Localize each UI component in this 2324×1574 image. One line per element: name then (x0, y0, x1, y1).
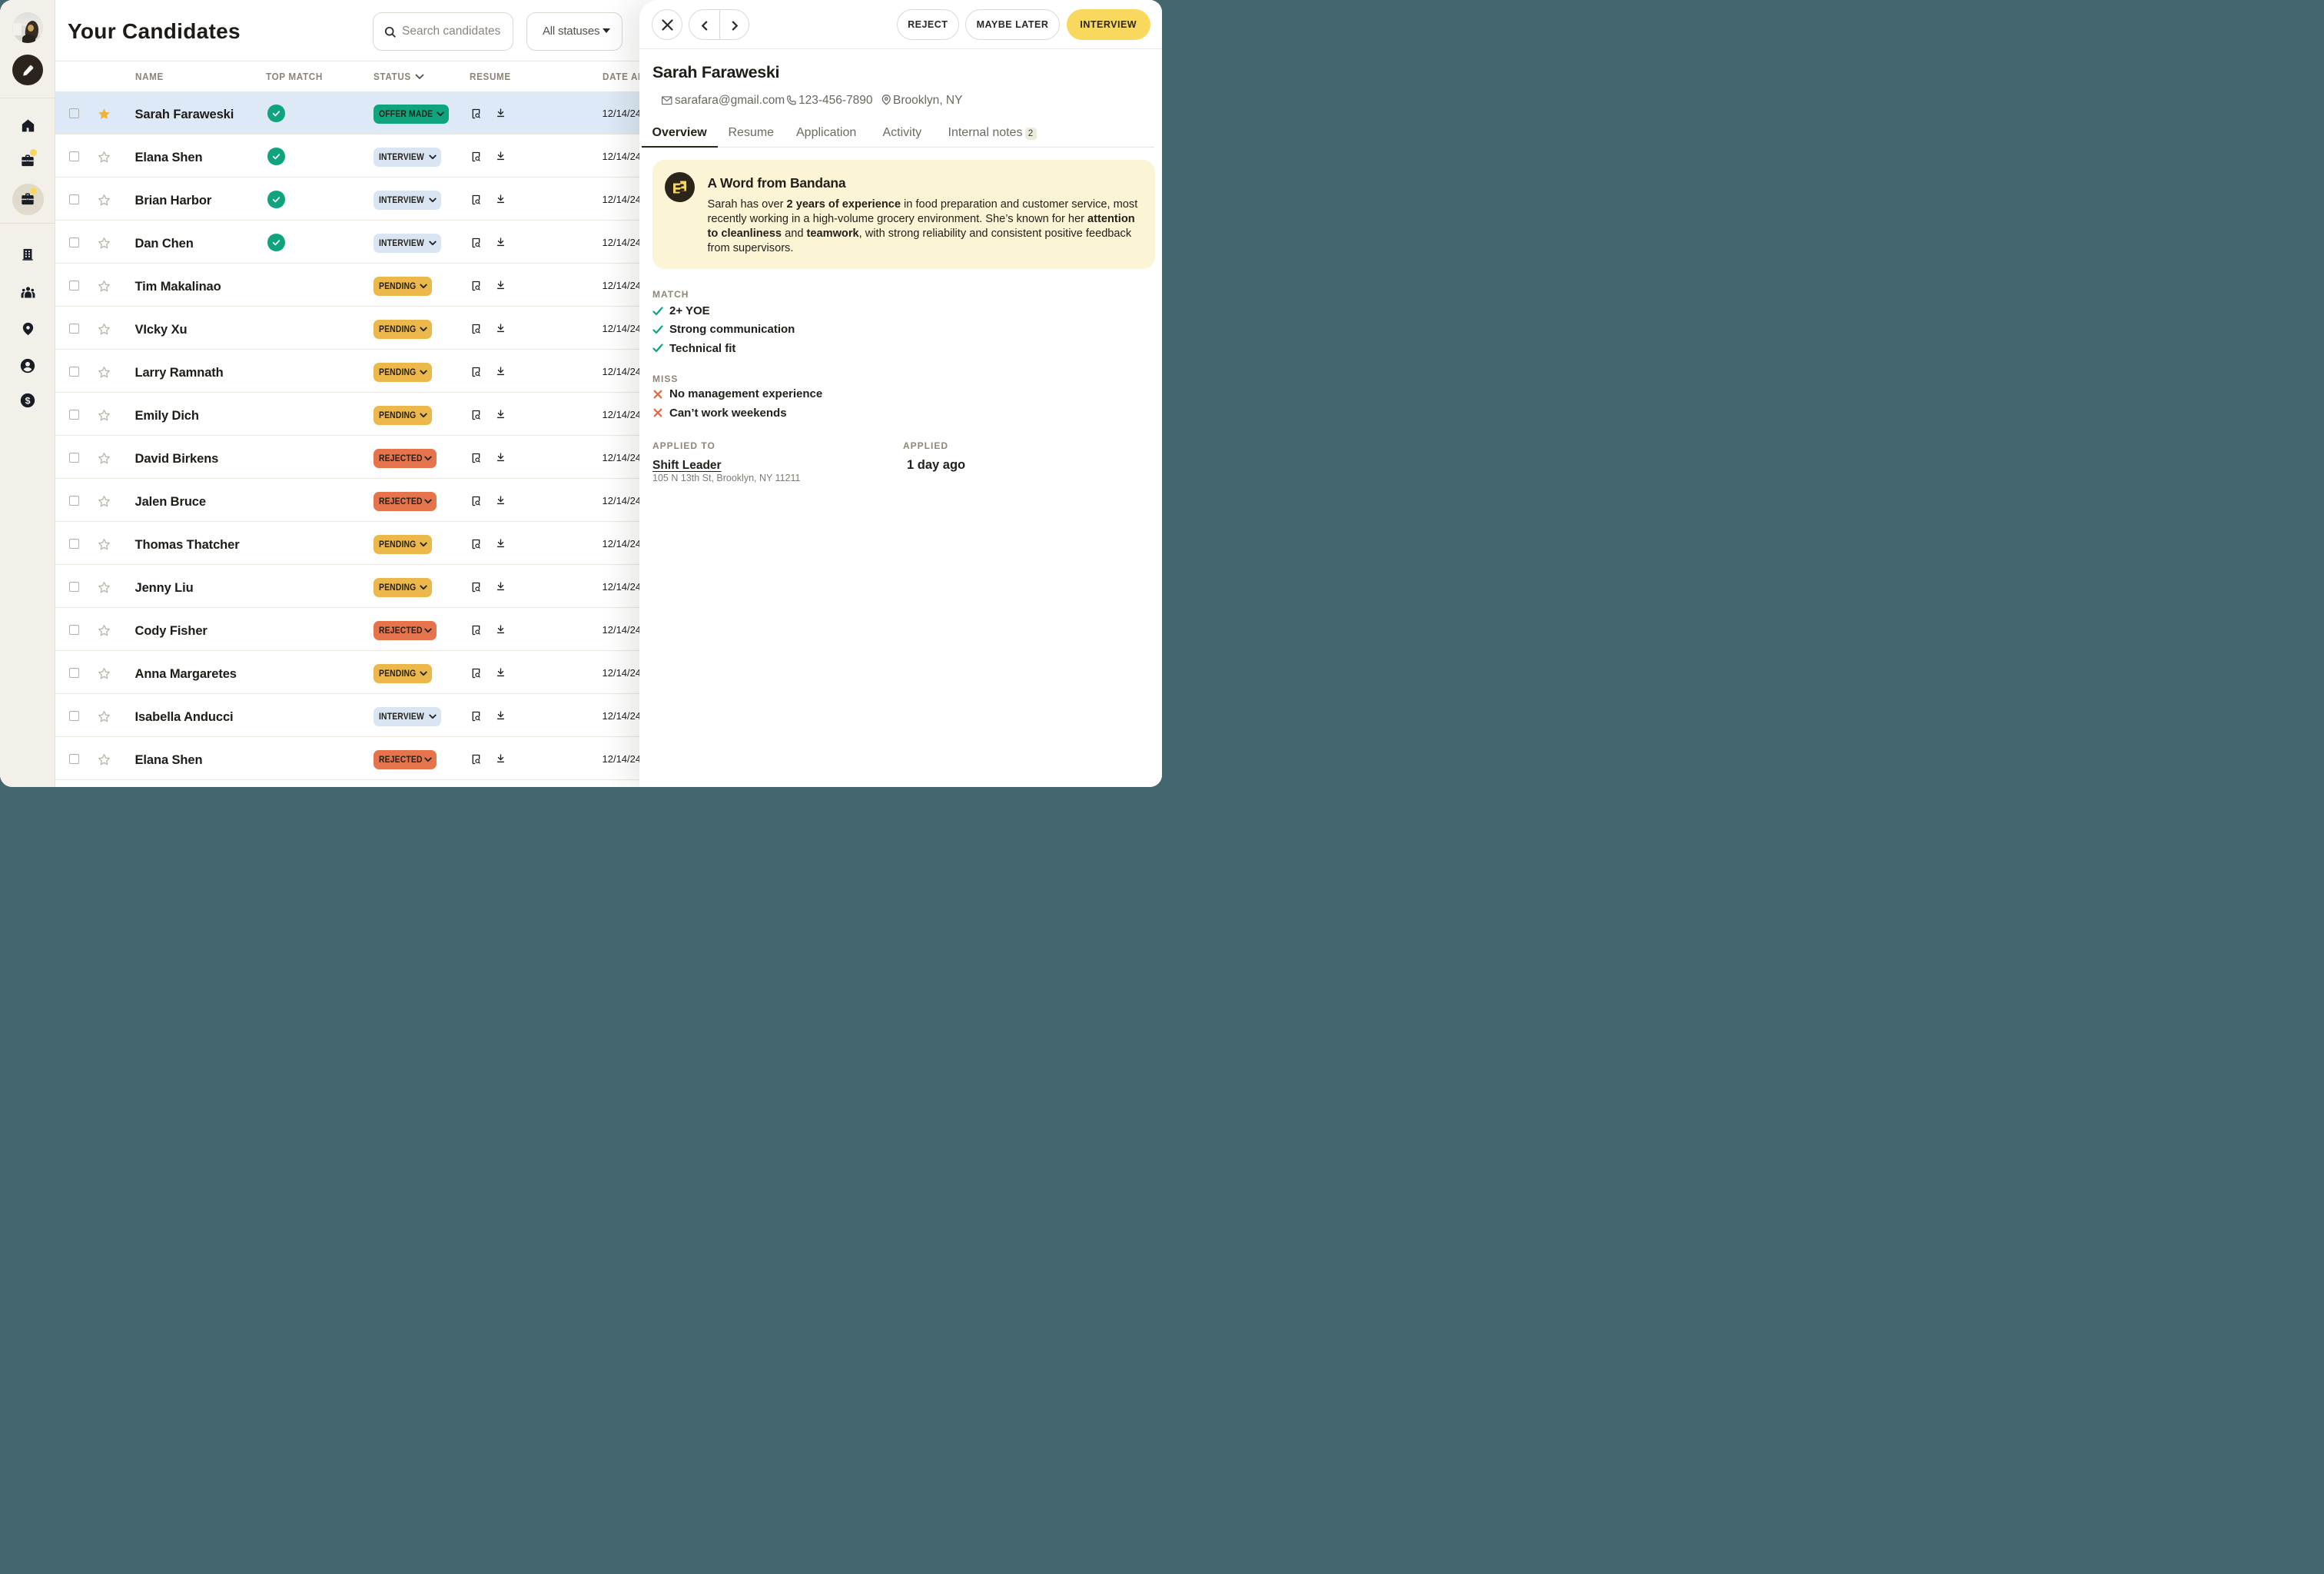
svg-text:$: $ (25, 395, 31, 406)
